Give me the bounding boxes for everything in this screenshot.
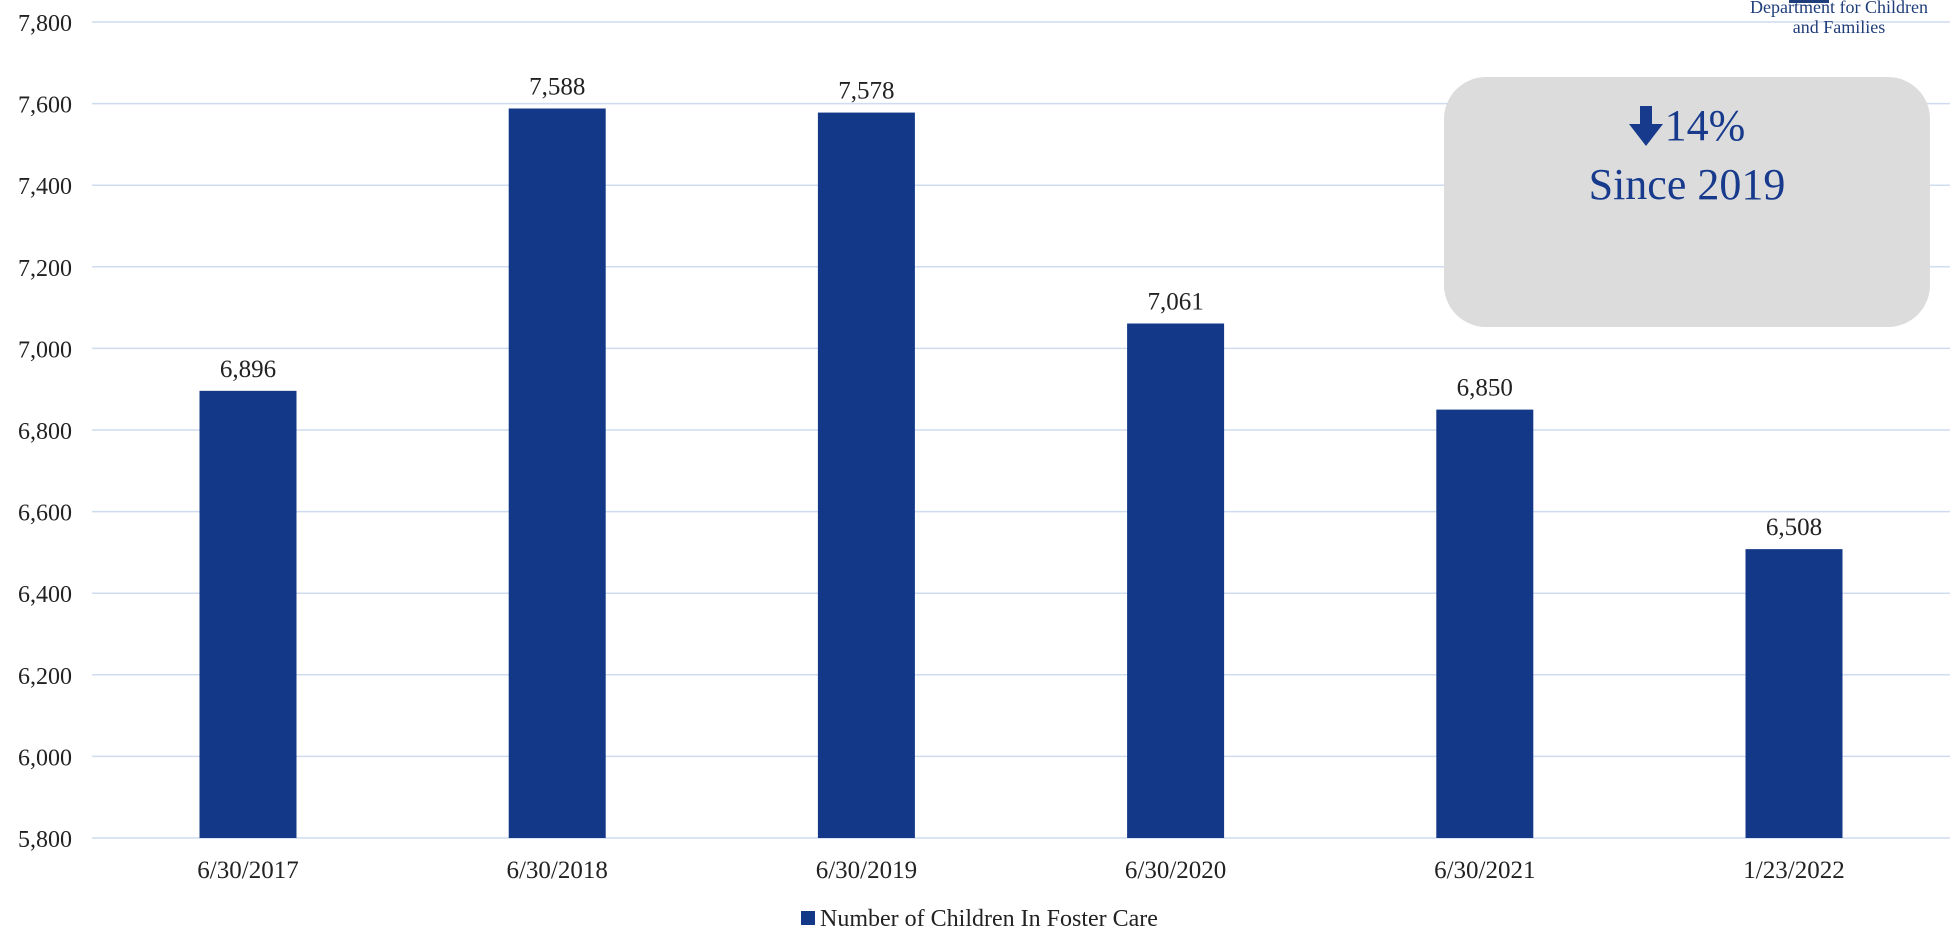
- y-tick-label: 7,000: [18, 337, 72, 363]
- callout-change: 14%: [1664, 101, 1746, 150]
- x-tick-label: 6/30/2021: [1434, 857, 1535, 884]
- bar: [1127, 323, 1225, 839]
- y-tick-label: 7,800: [18, 11, 72, 37]
- data-label: 7,061: [1147, 289, 1203, 316]
- x-axis-tick-labels: 6/30/2017 6/30/2018 6/30/2019 6/30/2020 6/30…: [197, 857, 1844, 884]
- bar: [1436, 409, 1534, 838]
- data-labels: 6,896 7,588 7,578 7,061 6,850 6,508: [220, 73, 1822, 541]
- y-tick-label: 6,400: [18, 582, 72, 608]
- y-tick-label: 7,200: [18, 256, 72, 282]
- bar: [199, 390, 297, 838]
- y-tick-label: 6,800: [18, 419, 72, 445]
- y-tick-label: 7,400: [18, 174, 72, 200]
- x-tick-label: 1/23/2022: [1743, 857, 1844, 884]
- data-label: 7,578: [838, 78, 894, 105]
- org-logo: Department for Children and Families: [1719, 0, 1959, 37]
- bar: [508, 108, 606, 839]
- y-tick-label: 7,600: [18, 93, 72, 119]
- bar: [1745, 549, 1843, 838]
- data-label: 6,508: [1766, 514, 1822, 541]
- data-label: 6,896: [220, 356, 276, 383]
- data-label: 6,850: [1457, 375, 1513, 402]
- x-tick-label: 6/30/2020: [1125, 857, 1226, 884]
- bar: [817, 112, 915, 839]
- x-tick-label: 6/30/2019: [816, 857, 917, 884]
- y-tick-label: 6,200: [18, 664, 72, 690]
- y-tick-label: 6,600: [18, 501, 72, 527]
- y-tick-label: 6,000: [18, 745, 72, 771]
- logo-text-line2: and Families: [1792, 17, 1886, 37]
- x-tick-label: 6/30/2017: [197, 857, 298, 884]
- data-label: 7,588: [529, 73, 585, 100]
- callout-since: Since 2019: [1588, 160, 1786, 209]
- legend: Number of Children In Foster Care: [0, 904, 1959, 934]
- y-tick-label: 5,800: [18, 827, 72, 853]
- y-axis-tick-labels: 5,800 6,000 6,200 6,400 6,600 6,800 7,000 7,200…: [18, 11, 72, 853]
- logo-text-line1: Department for Children: [1750, 0, 1928, 17]
- change-callout: 14% Since 2019: [1444, 77, 1930, 327]
- bars: [199, 108, 1843, 839]
- legend-label: Number of Children In Foster Care: [820, 906, 1158, 932]
- logo-bar: [1789, 0, 1829, 3]
- legend-swatch: [801, 911, 816, 925]
- arrow-down-icon: [1628, 105, 1663, 159]
- x-tick-label: 6/30/2018: [506, 857, 607, 884]
